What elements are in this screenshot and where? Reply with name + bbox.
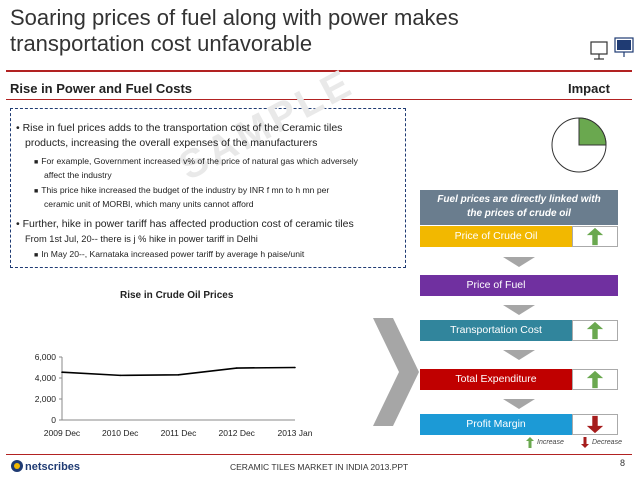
sub-bullet-2-line-2: ceramic unit of MORBI, which many units … [44, 199, 254, 209]
chevron-right-icon [373, 318, 419, 426]
impact-row-expenditure: Total Expenditure [420, 369, 618, 390]
impact-pie-icon [551, 117, 607, 173]
bullet-2-line-2: From 1st Jul, 20-- there is j % hike in … [25, 234, 258, 244]
increase-arrow-icon [572, 320, 618, 341]
section-divider [6, 99, 632, 100]
header-divider [6, 70, 632, 72]
impact-row-label: Total Expenditure [455, 373, 537, 385]
x-tick-label: 2011 Dec [161, 428, 198, 438]
increase-arrow-icon [572, 226, 618, 247]
page-number: 8 [620, 458, 626, 468]
impact-row-transportation: Transportation Cost [420, 320, 618, 341]
chevron-down-icon [503, 399, 535, 409]
sub-bullet-3-line-1: ■ In May 20--, Karnataka increased power … [34, 249, 305, 259]
impact-heading: Impact [568, 81, 610, 96]
arrow-up-icon [586, 321, 604, 340]
footer-document-title: CERAMIC TILES MARKET IN INDIA 2013.PPT [230, 462, 409, 472]
bullet-1-line-1: • Rise in fuel prices adds to the transp… [16, 122, 343, 134]
title-line-1: Soaring prices of fuel along with power … [10, 5, 459, 30]
data-point [61, 371, 63, 374]
impact-info-box: Fuel prices are directly linked with the… [420, 190, 618, 225]
legend-decrease-label: Decrease [592, 439, 622, 446]
left-section-heading: Rise in Power and Fuel Costs [10, 81, 193, 96]
impact-row-profit: Profit Margin [420, 414, 618, 435]
bullet-2-line-1: • Further, hike in power tariff has affe… [16, 218, 354, 230]
decrease-arrow-icon [572, 414, 618, 435]
bullet-1-line-2: products, increasing the overall expense… [25, 137, 318, 149]
sub-bullet-1: ■ For example, Government increased v% of… [34, 155, 399, 182]
crude-oil-line-chart: 0 2,000 4,000 6,000 2009 Dec 2010 Dec 2011 Dec… [35, 352, 313, 438]
bullet-box [10, 108, 406, 268]
legend-increase-icon [526, 437, 534, 448]
x-tick-label: 2009 Dec [44, 428, 81, 438]
sub-bullet-2-line-1: ■ This price hike increased the budget of… [34, 185, 330, 195]
bullet-square-icon: ■ [34, 159, 39, 166]
info-box-line-1: Fuel prices are directly linked with [437, 194, 601, 205]
bullet-square-icon: ■ [34, 252, 39, 259]
chevron-down-icon [503, 257, 535, 267]
chart-title: Rise in Crude Oil Prices [120, 290, 234, 301]
bullet-1: • Rise in fuel prices adds to the transp… [16, 121, 401, 151]
impact-row-crude-oil: Price of Crude Oil [420, 226, 618, 247]
chevron-down-icon [503, 305, 535, 315]
title-line-2: transportation cost unfavorable [10, 31, 313, 56]
bullet-square-icon: ■ [34, 188, 39, 195]
netscribes-logo: netscribes [11, 460, 80, 473]
impact-row-label: Transportation Cost [450, 324, 542, 336]
sub-bullet-3: ■ In May 20--, Karnataka increased power … [34, 248, 399, 262]
increase-arrow-icon [572, 369, 618, 390]
page-title: Soaring prices of fuel along with power … [10, 5, 570, 57]
impact-row-label: Price of Crude Oil [454, 230, 538, 242]
info-box-line-2: the prices of crude oil [467, 208, 571, 219]
y-tick-label: 2,000 [35, 394, 57, 404]
presentation-icon [590, 37, 634, 60]
data-point [235, 367, 238, 369]
svg-text:netscribes: netscribes [25, 461, 80, 473]
x-tick-label: 2013 Jan [278, 428, 313, 438]
arrow-up-icon [586, 370, 604, 389]
arrow-up-icon [586, 227, 604, 246]
y-tick-label: 0 [51, 415, 56, 425]
arrow-down-icon [586, 415, 604, 434]
impact-row-fuel: Price of Fuel [420, 275, 618, 296]
sub-bullet-1-line-2: affect the industry [44, 170, 112, 180]
y-tick-label: 6,000 [35, 352, 57, 362]
legend-increase-label: Increase [537, 439, 564, 446]
footer-divider [6, 454, 632, 455]
bullet-2: • Further, hike in power tariff has affe… [16, 217, 401, 247]
legend-decrease-icon [581, 437, 589, 448]
data-point [177, 374, 180, 376]
impact-row-label: Price of Fuel [466, 279, 526, 291]
impact-row-label: Profit Margin [466, 418, 526, 430]
sub-bullet-1-line-1: ■ For example, Government increased v% of… [34, 156, 358, 166]
data-point [119, 374, 122, 377]
sub-bullet-2: ■ This price hike increased the budget of… [34, 184, 399, 211]
chevron-down-icon [503, 350, 535, 360]
x-tick-label: 2012 Dec [219, 428, 256, 438]
x-tick-label: 2010 Dec [102, 428, 139, 438]
data-point [294, 366, 296, 369]
y-tick-label: 4,000 [35, 373, 57, 383]
